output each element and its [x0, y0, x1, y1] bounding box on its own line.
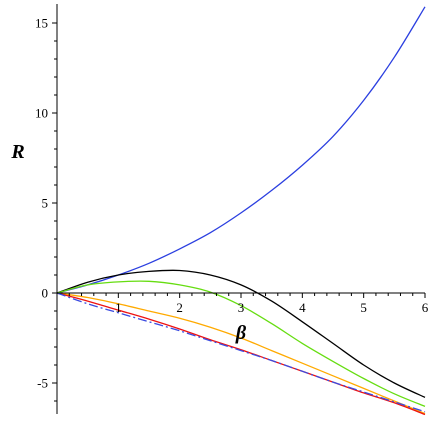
y-axis-label: R	[10, 141, 24, 163]
x-axis-label: β	[235, 322, 247, 344]
ticks-layer: 1 2 3 4 5 6 -5 0 5 10 15	[35, 16, 429, 402]
y-tick-label: 0	[42, 286, 49, 301]
x-tick-label: 3	[238, 300, 245, 315]
series-line-5	[56, 292, 426, 416]
y-tick-label: -5	[37, 376, 48, 391]
x-tick-label: 5	[360, 300, 367, 315]
series-line-4	[56, 292, 426, 415]
y-tick-label: 15	[35, 16, 48, 31]
y-tick-label: 5	[42, 196, 49, 211]
axes-layer	[56, 4, 425, 414]
series-line-2	[56, 269, 426, 398]
x-tick-label: 1	[115, 300, 122, 315]
x-tick-label: 6	[422, 300, 429, 315]
x-tick-label: 2	[176, 300, 183, 315]
series-line-1	[56, 6, 426, 294]
series-layer	[56, 6, 426, 416]
x-tick-label: 4	[299, 300, 306, 315]
y-tick-label: 10	[35, 106, 48, 121]
series-line-3	[56, 280, 426, 408]
series-line-6	[56, 292, 426, 413]
